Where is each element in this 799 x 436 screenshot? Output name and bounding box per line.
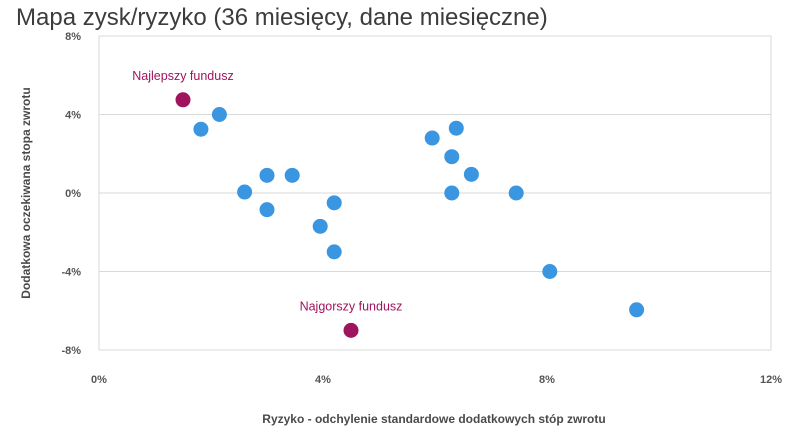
data-points — [175, 92, 645, 338]
fund-point — [326, 244, 342, 260]
fund-point — [211, 107, 227, 122]
fund-point — [629, 302, 645, 318]
x-tick-label: 0% — [91, 374, 107, 386]
y-axis-label: Dodatkowa oczekiwana stopa zwrotu — [19, 87, 33, 298]
x-axis-label: Ryzyko - odchylenie standardowe dodatkow… — [262, 412, 605, 426]
tick-labels: 8% 4% 0% -4% -8% 0% 4% 8% 12% — [61, 31, 782, 386]
y-tick-label: 0% — [65, 188, 81, 200]
fund-point — [237, 184, 253, 200]
fund-point — [259, 167, 275, 183]
worst-fund-label: Najgorszy fundusz — [300, 299, 403, 313]
best-fund-label: Najlepszy fundusz — [132, 69, 233, 83]
fund-point — [444, 185, 460, 201]
best-fund-point — [175, 92, 191, 108]
x-tick-label: 8% — [539, 374, 555, 386]
y-tick-label: -8% — [61, 345, 81, 357]
y-tick-label: -4% — [61, 267, 81, 279]
fund-point — [448, 120, 464, 136]
x-tick-label: 12% — [760, 374, 782, 386]
fund-point — [326, 195, 342, 211]
fund-point — [424, 130, 440, 146]
annotations: Najlepszy fundusz Najgorszy fundusz — [132, 69, 402, 314]
worst-fund-point — [343, 322, 359, 338]
fund-point — [508, 185, 524, 201]
fund-point — [193, 121, 209, 137]
fund-point — [463, 166, 479, 182]
y-tick-label: 4% — [65, 110, 81, 122]
y-tick-label: 8% — [65, 31, 81, 43]
chart-title: Mapa zysk/ryzyko (36 miesięcy, dane mies… — [16, 4, 548, 31]
fund-point — [259, 202, 275, 218]
fund-point — [542, 264, 558, 279]
x-tick-label: 4% — [315, 374, 331, 386]
fund-point — [312, 218, 328, 234]
fund-point — [444, 149, 460, 165]
grid-lines — [98, 35, 772, 351]
fund-point — [284, 167, 300, 183]
